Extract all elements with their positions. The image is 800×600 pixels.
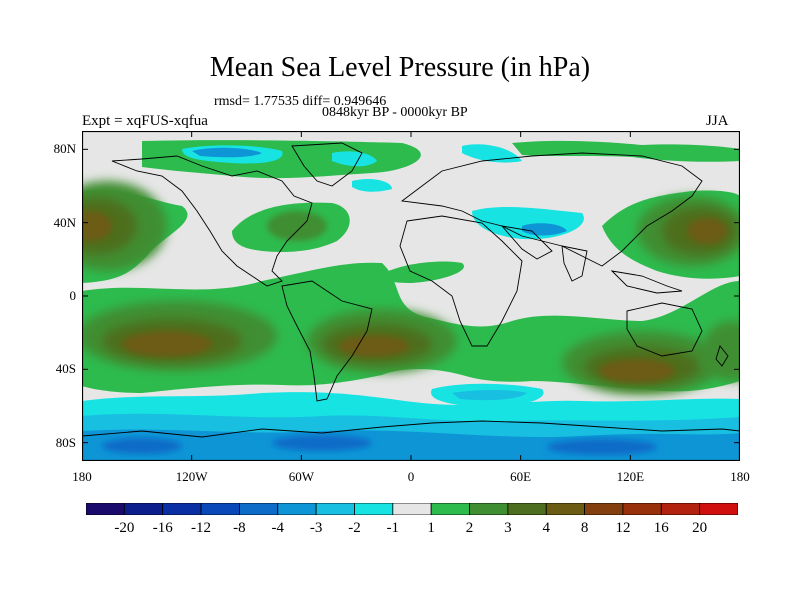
lat-tick-label: 0 [69, 288, 77, 303]
lon-tick-label: 60E [510, 469, 532, 484]
colorbar-swatch [162, 503, 202, 515]
colorbar-label: 12 [615, 520, 631, 536]
map-ticks [82, 131, 740, 461]
lon-tick-label: 120E [616, 469, 645, 484]
colorbar-swatch [545, 503, 585, 515]
lon-tick-label: 180 [730, 469, 750, 484]
colorbar-label: -2 [348, 520, 361, 536]
southern-positive-band [82, 262, 740, 395]
time-period: 0848kyr BP - 0000kyr BP [322, 105, 468, 120]
pressure-anomaly-map [82, 131, 740, 461]
colorbar-swatch [200, 503, 240, 515]
colorbar-label: 8 [580, 520, 589, 536]
colorbar-swatch [315, 503, 355, 515]
lat-tick-label: 40S [55, 361, 76, 377]
northern-positive-highs [82, 181, 740, 283]
lat-tick-label: 40N [53, 214, 76, 230]
colorbar-swatch [86, 503, 125, 515]
colorbar-swatch [277, 503, 317, 515]
lon-tick-label: 0 [407, 469, 415, 484]
colorbar-label: -20 [114, 520, 135, 536]
colorbar-swatch [584, 503, 624, 515]
colorbar-label: -12 [191, 520, 212, 536]
colorbar-swatch [469, 503, 509, 515]
colorbar-label: 3 [504, 520, 512, 536]
colorbar [86, 503, 738, 515]
lat-tick-label: 80S [55, 434, 76, 450]
season-label: JJA [706, 113, 729, 129]
lon-tick-label: 60W [288, 469, 314, 484]
colorbar-label: -4 [271, 520, 285, 536]
coastlines [82, 142, 740, 438]
arctic-patches [142, 140, 740, 240]
colorbar-swatch [622, 503, 662, 515]
rmsd-diff-stats: rmsd= 1.77535 diff= 0.949646 [214, 94, 387, 109]
lon-tick-label: 180 [72, 469, 92, 484]
lat-tick-label: 80N [53, 141, 76, 157]
lon-tick-label: 120W [175, 469, 208, 484]
colorbar-label: -3 [309, 520, 323, 536]
colorbar-label: -1 [386, 520, 400, 536]
colorbar-label: -16 [152, 520, 173, 536]
colorbar-swatch [239, 503, 279, 515]
map-title: Mean Sea Level Pressure (in hPa) [209, 52, 591, 83]
colorbar-swatch [123, 503, 164, 515]
colorbar-label: 4 [542, 520, 550, 536]
colorbar-swatch [660, 503, 701, 515]
colorbar-label: 2 [465, 520, 474, 536]
colorbar-swatch [354, 503, 394, 515]
colorbar-swatch [699, 503, 738, 515]
colorbar-label: 16 [653, 520, 669, 536]
colorbar-swatch [392, 503, 432, 515]
colorbar-label: -8 [233, 520, 246, 536]
colorbar-label: 20 [692, 520, 708, 536]
colorbar-swatch [507, 503, 547, 515]
experiment-label: Expt = xqFUS-xqfua [82, 113, 208, 129]
colorbar-label: 1 [427, 520, 435, 536]
colorbar-swatch [430, 503, 470, 515]
